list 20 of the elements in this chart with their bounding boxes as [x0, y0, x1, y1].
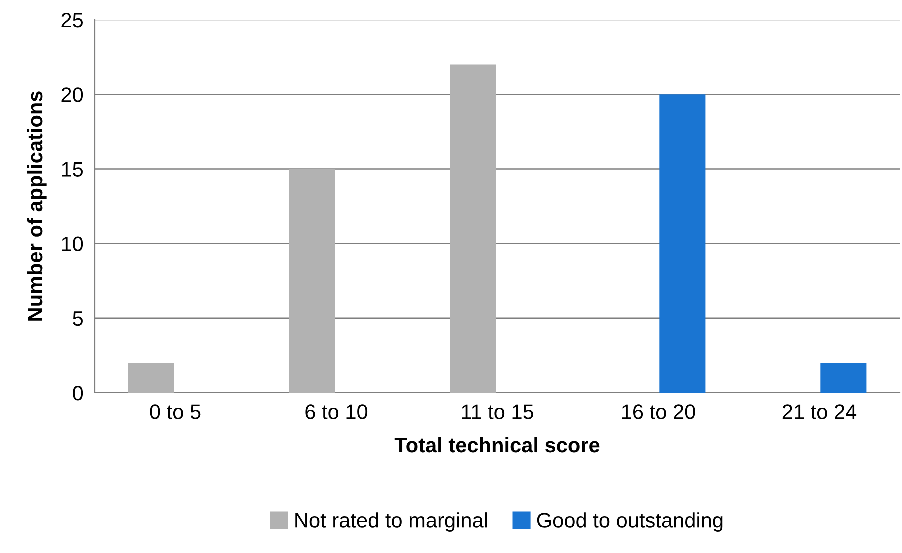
x-tick-label: 6 to 10: [306, 404, 368, 420]
y-tick-label: 5: [73, 312, 84, 326]
y-tick-label: 25: [62, 13, 84, 28]
legend-label: Not rated to marginal: [296, 512, 488, 532]
legend-label: Good to outstanding: [537, 512, 723, 532]
bar: [450, 64, 496, 393]
y-axis-title: Number of applications: [27, 92, 47, 321]
x-tick-label: 16 to 20: [622, 404, 696, 420]
y-tick-label: 10: [62, 236, 84, 252]
x-axis-title: Total technical score: [394, 437, 600, 453]
y-tick-label: 0: [73, 386, 84, 401]
bar: [128, 363, 174, 393]
x-tick-label: 21 to 24: [782, 404, 857, 420]
y-tick-label: 20: [62, 88, 84, 102]
bar: [289, 169, 336, 393]
bar: [660, 94, 706, 393]
bar: [820, 363, 867, 393]
x-tick-label: 11 to 15: [462, 404, 534, 420]
x-tick-label: 0 to 5: [150, 404, 201, 420]
y-tick-label: 15: [62, 162, 84, 177]
